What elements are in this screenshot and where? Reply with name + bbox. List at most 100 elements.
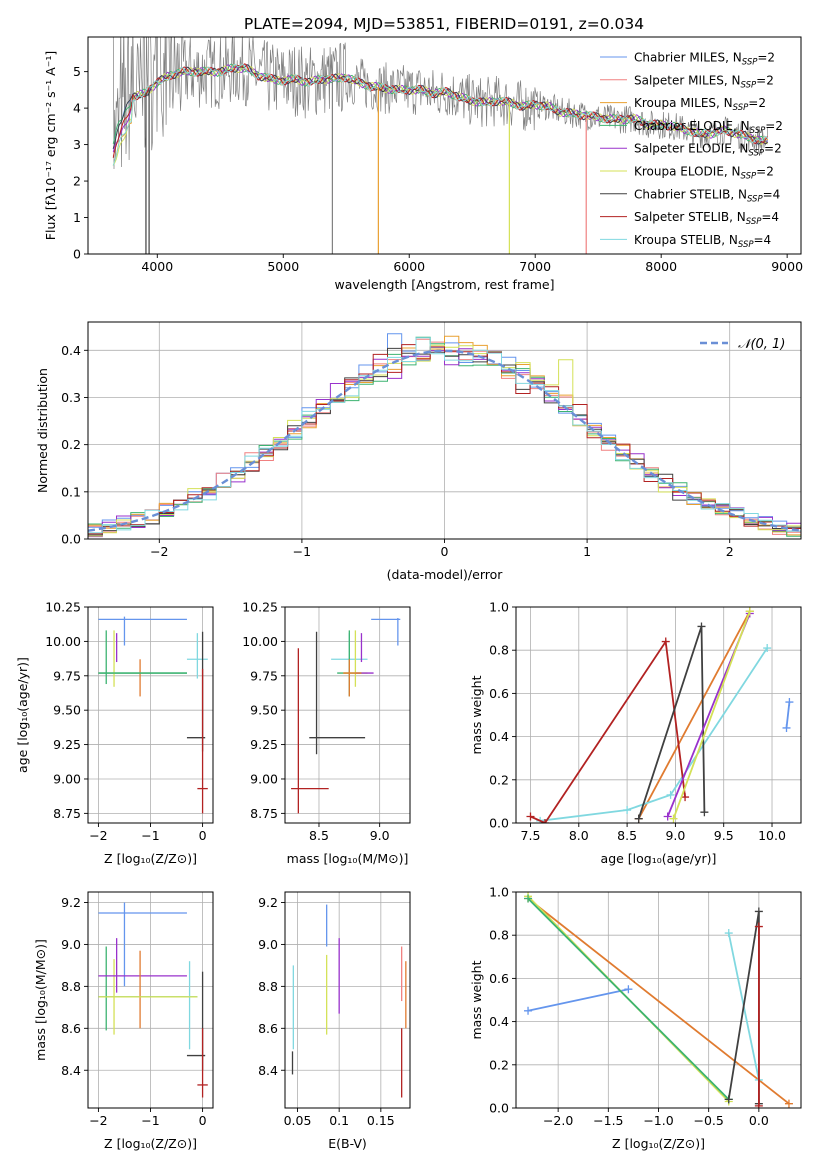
y-tick-label: 10.25 <box>242 600 278 615</box>
y-tick-label: 9.0 <box>258 937 278 952</box>
legend-tail: =4 <box>754 233 772 247</box>
legend-entry: Kroupa STELIB, NSSP=4 <box>634 233 771 250</box>
y-tick-label: 9.00 <box>250 771 278 786</box>
age-vs-mass-panel: 8.5 9.0 8.75 9.00 9.25 9.50 9.75 10.00 10.25 mass… <box>242 600 411 866</box>
y-tick-label: 9.50 <box>250 703 278 718</box>
x-tick-label: −1 <box>293 544 311 559</box>
y-tick-label: 8.8 <box>258 979 278 994</box>
legend-entry: Chabrier ELODIE, NSSP=2 <box>634 119 783 136</box>
mass-vs-Z-panel: −2 −1 0 8.4 8.6 8.8 9.0 9.2 Z [log₁₀(Z/Z⊙)] mass … <box>33 891 214 1151</box>
plot-area <box>88 333 801 538</box>
x-tick-label: 9.5 <box>714 828 734 843</box>
weight-line <box>727 911 760 1104</box>
x-tick-label: 1 <box>583 544 591 559</box>
weight-line <box>672 610 751 820</box>
legend-tail: =2 <box>765 119 783 133</box>
x-axis-label: mass [log₁₀(M/M⊙)] <box>287 851 409 866</box>
y-axis-label: mass [log₁₀(M/M⊙)] <box>33 939 48 1061</box>
y-tick-label: 0.3 <box>61 390 81 405</box>
age-vs-Z-panel: −2 −1 0 8.75 9.00 9.25 9.50 9.75 10.00 10.25 Z [lo… <box>15 600 214 866</box>
axes-frame <box>87 36 802 255</box>
model-spectrum-line <box>112 63 769 158</box>
weight-point <box>785 698 794 707</box>
legend-name: Kroupa ELODIE, N <box>634 165 741 179</box>
weight-point <box>663 812 672 821</box>
weight-point <box>524 894 533 903</box>
weight-point <box>697 622 706 631</box>
weight-point <box>526 812 535 821</box>
weight-point <box>623 806 632 815</box>
x-tick-label: −0.5 <box>693 1113 723 1128</box>
y-tick-label: 0 <box>73 247 81 262</box>
x-axis-label: Z [log₁₀(Z/Z⊙)] <box>104 1136 197 1151</box>
y-axis-label: mass weight <box>469 960 484 1039</box>
x-tick-label: 8.5 <box>309 828 329 843</box>
legend-entry: Salpeter MILES, NSSP=2 <box>634 73 774 90</box>
y-tick-label: 9.25 <box>250 737 278 752</box>
axes-frame <box>515 606 802 824</box>
legend-entry: Salpeter STELIB, NSSP=4 <box>634 210 779 227</box>
plot-area <box>112 37 769 254</box>
y-tick-label: 8.6 <box>258 1021 278 1036</box>
y-tick-label: 1 <box>73 210 81 225</box>
gaussian-curve <box>88 349 801 532</box>
x-axis-label: E(B-V) <box>328 1136 367 1151</box>
x-tick-label: 0.1 <box>329 1113 349 1128</box>
y-tick-label: 0.8 <box>489 643 509 658</box>
legend-subscript: SSP <box>741 80 757 90</box>
legend-subscript: SSP <box>741 172 757 182</box>
y-tick-label: 3 <box>73 137 81 152</box>
weight-line <box>527 988 629 1012</box>
x-axis-label: wavelength [Angstrom, rest frame] <box>334 277 554 292</box>
plot-area <box>98 902 208 1098</box>
y-tick-label: 9.75 <box>53 668 81 683</box>
x-tick-label: 0.15 <box>367 1113 395 1128</box>
x-tick-label: 9000 <box>771 259 803 274</box>
legend-tail: =2 <box>756 73 774 87</box>
weight-line <box>637 626 706 819</box>
legend-entry: Chabrier STELIB, NSSP=4 <box>634 187 780 204</box>
weight-point <box>524 1006 533 1015</box>
x-axis-label: Z [log₁₀(Z/Z⊙)] <box>104 851 197 866</box>
y-tick-label: 2 <box>73 174 81 189</box>
legend-tail: =2 <box>757 51 775 65</box>
y-tick-label: 8.6 <box>61 1021 81 1036</box>
x-tick-label: −1 <box>141 828 159 843</box>
x-tick-label: 0.05 <box>284 1113 312 1128</box>
y-tick-label: 9.75 <box>250 668 278 683</box>
x-tick-label: 2 <box>726 544 734 559</box>
x-tick-label: 6000 <box>393 259 425 274</box>
legend-subscript: SSP <box>750 126 766 136</box>
legend-name: Salpeter MILES, N <box>634 73 741 87</box>
y-axis-label: age [log₁₀(age/yr)] <box>15 657 30 773</box>
y-tick-label: 0.6 <box>489 971 509 986</box>
weight-point <box>763 644 772 653</box>
y-tick-label: 9.00 <box>53 771 81 786</box>
weight-vs-age-panel: 7.5 8.0 8.5 9.0 9.5 10.0 0.0 0.2 0.4 0.6 0.8 1.0 age… <box>469 600 802 866</box>
legend-name: Kroupa STELIB, N <box>634 233 738 247</box>
y-tick-label: 0.2 <box>489 772 509 787</box>
weight-point <box>754 907 763 916</box>
y-tick-label: 8.8 <box>61 979 81 994</box>
legend-tail: =4 <box>761 210 779 224</box>
y-tick-label: 4 <box>73 101 81 116</box>
legend-subscript: SSP <box>733 103 749 113</box>
axes-frame <box>284 891 411 1109</box>
legend-subscript: SSP <box>746 217 762 227</box>
y-tick-label: 9.50 <box>53 703 81 718</box>
x-tick-label: −2 <box>89 828 107 843</box>
y-tick-label: 8.4 <box>258 1063 278 1078</box>
y-tick-label: 0.1 <box>61 484 81 499</box>
legend-entry: Kroupa MILES, NSSP=2 <box>634 96 766 113</box>
x-tick-label: 9.0 <box>370 828 390 843</box>
weight-line <box>527 897 730 1101</box>
legend-subscript: SSP <box>742 58 758 68</box>
weight-line <box>530 639 686 823</box>
legend-tail: =2 <box>756 165 774 179</box>
plot-area <box>291 904 407 1098</box>
plot-area <box>98 616 208 814</box>
y-axis-label: mass weight <box>469 675 484 754</box>
plot-area <box>524 892 793 1108</box>
weight-point <box>745 607 754 616</box>
legend-name: Chabrier ELODIE, N <box>634 119 750 133</box>
